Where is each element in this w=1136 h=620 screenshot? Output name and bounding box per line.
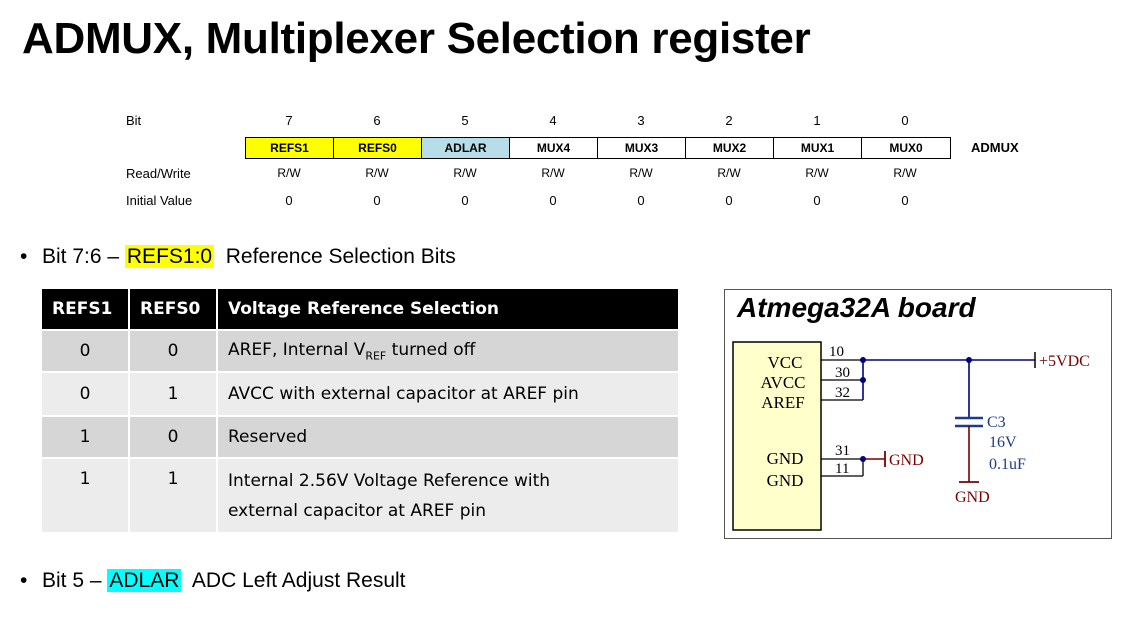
bullet-refs: • Bit 7:6 – REFS1:0 Reference Selection B… xyxy=(20,245,456,269)
desc-line: Internal 2.56V Voltage Reference with xyxy=(228,470,551,491)
cap-value: 0.1uF xyxy=(989,456,1026,473)
pin-number: 11 xyxy=(835,461,849,477)
bullet-text: Reference Selection Bits xyxy=(225,245,456,268)
cell-refs0: 0 xyxy=(129,415,218,458)
supply-label: +5VDC xyxy=(1039,353,1090,370)
cell-refs1: 1 xyxy=(42,457,130,532)
pin-label-avcc: AVCC xyxy=(760,373,805,392)
cell-refs1: 0 xyxy=(42,329,130,372)
voltage-reference-table: REFS1 REFS0 Voltage Reference Selection … xyxy=(42,289,678,532)
bullet-dot: • xyxy=(20,245,28,268)
bullet-dot: • xyxy=(20,569,28,592)
initial-value: 0 xyxy=(901,193,909,208)
bit-number: 3 xyxy=(637,113,645,128)
pin-label-gnd: GND xyxy=(767,449,804,468)
bit-number: 7 xyxy=(285,113,293,128)
table-row: 0 0 AREF, Internal VREF turned off xyxy=(42,329,678,372)
bit-number: 5 xyxy=(461,113,469,128)
rw-value: R/W xyxy=(629,166,653,180)
register-bit-mux4: MUX4 xyxy=(510,138,598,158)
pin-label-vcc: VCC xyxy=(768,353,803,372)
bullet-adlar: • Bit 5 – ADLAR ADC Left Adjust Result xyxy=(20,569,406,593)
desc-subscript: REF xyxy=(365,349,387,363)
bullet-prefix: Bit 7:6 – xyxy=(42,245,125,268)
cell-desc: Reserved xyxy=(217,415,678,458)
bit-row-label: Bit xyxy=(126,113,142,128)
table-row: 1 0 Reserved xyxy=(42,415,678,458)
cell-desc: AREF, Internal VREF turned off xyxy=(217,329,678,372)
rw-row-label: Read/Write xyxy=(126,166,191,181)
pin-number: 32 xyxy=(835,385,850,401)
cell-refs0: 0 xyxy=(129,329,218,372)
register-cells: REFS1 REFS0 ADLAR MUX4 MUX3 MUX2 MUX1 MUX0 xyxy=(245,137,951,159)
initial-value: 0 xyxy=(725,193,733,208)
cell-refs0: 1 xyxy=(129,457,218,532)
rw-value: R/W xyxy=(453,166,477,180)
desc-text: turned off xyxy=(386,339,476,360)
register-bit-mux0: MUX0 xyxy=(862,138,950,158)
bit-number: 6 xyxy=(373,113,381,128)
register-bit-mux3: MUX3 xyxy=(598,138,686,158)
bit-number: 4 xyxy=(549,113,557,128)
bit-number: 0 xyxy=(901,113,909,128)
rw-value: R/W xyxy=(717,166,741,180)
board-title: Atmega32A board xyxy=(737,292,976,323)
cell-desc: Internal 2.56V Voltage Reference with ext… xyxy=(217,457,678,532)
initial-value: 0 xyxy=(637,193,645,208)
page-title: ADMUX, Multiplexer Selection register xyxy=(22,14,811,63)
cap-voltage: 16V xyxy=(989,434,1017,451)
pin-label-aref: AREF xyxy=(761,393,804,412)
schematic-diagram: VCC AVCC AREF GND GND 10 30 32 31 11 +5V… xyxy=(732,341,1090,531)
bullet-text: ADC Left Adjust Result xyxy=(191,569,406,592)
bit-number: 2 xyxy=(725,113,733,128)
rw-value: R/W xyxy=(893,166,917,180)
rw-value: R/W xyxy=(365,166,389,180)
pin-number: 10 xyxy=(829,344,844,360)
cell-refs0: 1 xyxy=(129,371,218,416)
adlar-highlight: ADLAR xyxy=(107,569,182,592)
desc-line: external capacitor at AREF pin xyxy=(228,500,486,521)
schematic-panel: Atmega32A board VCC AVCC AREF GND GND 10… xyxy=(724,289,1112,539)
cap-name: C3 xyxy=(987,414,1006,431)
initial-value: 0 xyxy=(461,193,469,208)
bit-number: 1 xyxy=(813,113,821,128)
initial-value: 0 xyxy=(813,193,821,208)
rw-value: R/W xyxy=(541,166,565,180)
rw-value: R/W xyxy=(277,166,301,180)
cell-desc: AVCC with external capacitor at AREF pin xyxy=(217,371,678,416)
gnd-label: GND xyxy=(889,452,924,469)
header-refs1: REFS1 xyxy=(42,289,130,330)
initial-value: 0 xyxy=(549,193,557,208)
bullet-prefix: Bit 5 – xyxy=(42,569,108,592)
header-refs0: REFS0 xyxy=(129,289,218,330)
chip-body xyxy=(732,341,822,531)
desc-text: AREF, Internal V xyxy=(228,339,366,360)
register-bit-adlar: ADLAR xyxy=(422,138,510,158)
cell-refs1: 1 xyxy=(42,415,130,458)
initial-value: 0 xyxy=(285,193,293,208)
register-bit-refs1: REFS1 xyxy=(246,138,334,158)
register-name: ADMUX xyxy=(971,140,1019,155)
pin-number: 31 xyxy=(835,443,850,459)
rw-value: R/W xyxy=(805,166,829,180)
header-selection: Voltage Reference Selection xyxy=(217,289,678,330)
initial-row-label: Initial Value xyxy=(126,193,193,208)
pin-number: 30 xyxy=(835,365,850,381)
initial-value: 0 xyxy=(373,193,381,208)
register-bit-mux2: MUX2 xyxy=(686,138,774,158)
cap-gnd-label: GND xyxy=(955,489,990,506)
pin-label-gnd: GND xyxy=(767,471,804,490)
register-bit-mux1: MUX1 xyxy=(774,138,862,158)
register-bit-refs0: REFS0 xyxy=(334,138,422,158)
table-row: 1 1 Internal 2.56V Voltage Reference wit… xyxy=(42,457,678,532)
cell-refs1: 0 xyxy=(42,371,130,416)
refs-highlight: REFS1:0 xyxy=(124,245,215,268)
table-row: 0 1 AVCC with external capacitor at AREF… xyxy=(42,371,678,416)
